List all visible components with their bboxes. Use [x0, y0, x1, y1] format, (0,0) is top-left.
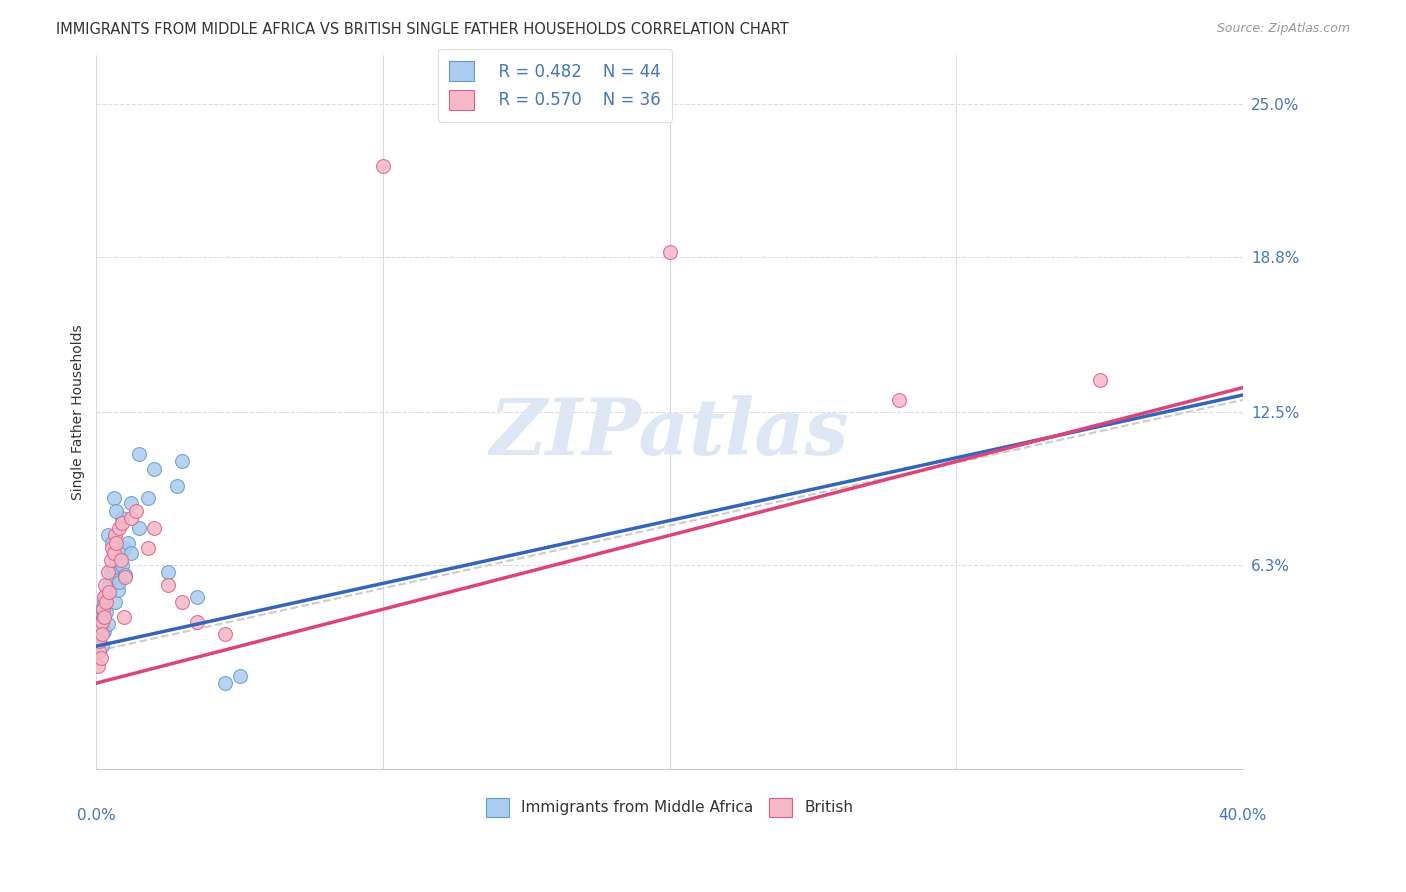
Point	[101, 535, 124, 549]
Point	[91, 627, 114, 641]
Point	[89, 615, 111, 629]
Point	[87, 627, 110, 641]
Point	[100, 553, 122, 567]
Point	[186, 615, 208, 629]
Point	[91, 609, 114, 624]
Point	[93, 595, 115, 609]
Point	[142, 462, 165, 476]
Point	[156, 577, 179, 591]
Point	[125, 504, 148, 518]
Point	[90, 602, 112, 616]
Point	[100, 566, 122, 580]
Point	[111, 558, 134, 572]
Point	[142, 521, 165, 535]
Point	[98, 585, 121, 599]
Point	[887, 392, 910, 407]
Text: ZIPatlas: ZIPatlas	[489, 395, 849, 472]
Point	[108, 521, 131, 535]
Point	[94, 577, 117, 591]
Point	[105, 553, 128, 567]
Point	[94, 590, 117, 604]
Point	[114, 570, 136, 584]
Y-axis label: Single Father Households: Single Father Households	[72, 325, 86, 500]
Point	[103, 560, 125, 574]
Point	[658, 245, 681, 260]
Point	[90, 619, 112, 633]
Point	[103, 545, 125, 559]
Point	[87, 644, 110, 658]
Point	[104, 595, 127, 609]
Point	[112, 541, 135, 555]
Point	[128, 447, 150, 461]
Point	[110, 545, 132, 559]
Point	[172, 595, 194, 609]
Point	[101, 570, 124, 584]
Point	[89, 619, 111, 633]
Point	[111, 511, 134, 525]
Point	[91, 639, 114, 653]
Point	[214, 676, 236, 690]
Point	[120, 496, 142, 510]
Point	[1088, 373, 1111, 387]
Point	[103, 491, 125, 506]
Point	[91, 602, 114, 616]
Point	[87, 658, 110, 673]
Point	[104, 528, 127, 542]
Point	[89, 644, 111, 658]
Point	[97, 617, 120, 632]
Point	[98, 577, 121, 591]
Point	[136, 541, 159, 555]
Point	[117, 535, 139, 549]
Point	[105, 504, 128, 518]
Legend: Immigrants from Middle Africa, British: Immigrants from Middle Africa, British	[477, 789, 862, 826]
Point	[120, 545, 142, 559]
Point	[128, 521, 150, 535]
Point	[111, 516, 134, 530]
Point	[97, 566, 120, 580]
Point	[228, 669, 250, 683]
Point	[112, 609, 135, 624]
Point	[93, 624, 115, 639]
Point	[93, 609, 115, 624]
Text: 0.0%: 0.0%	[77, 808, 115, 823]
Point	[172, 454, 194, 468]
Point	[96, 605, 118, 619]
Point	[136, 491, 159, 506]
Point	[96, 595, 118, 609]
Point	[89, 634, 111, 648]
Point	[371, 159, 394, 173]
Point	[114, 567, 136, 582]
Point	[101, 541, 124, 555]
Point	[96, 585, 118, 599]
Point	[93, 590, 115, 604]
Point	[107, 582, 129, 597]
Text: 40.0%: 40.0%	[1219, 808, 1267, 823]
Point	[90, 651, 112, 665]
Point	[110, 553, 132, 567]
Text: IMMIGRANTS FROM MIDDLE AFRICA VS BRITISH SINGLE FATHER HOUSEHOLDS CORRELATION CH: IMMIGRANTS FROM MIDDLE AFRICA VS BRITISH…	[56, 22, 789, 37]
Point	[90, 615, 112, 629]
Text: Source: ZipAtlas.com: Source: ZipAtlas.com	[1216, 22, 1350, 36]
Point	[105, 535, 128, 549]
Point	[166, 479, 188, 493]
Point	[87, 634, 110, 648]
Point	[97, 528, 120, 542]
Point	[214, 627, 236, 641]
Point	[186, 590, 208, 604]
Point	[156, 566, 179, 580]
Point	[108, 575, 131, 590]
Point	[120, 511, 142, 525]
